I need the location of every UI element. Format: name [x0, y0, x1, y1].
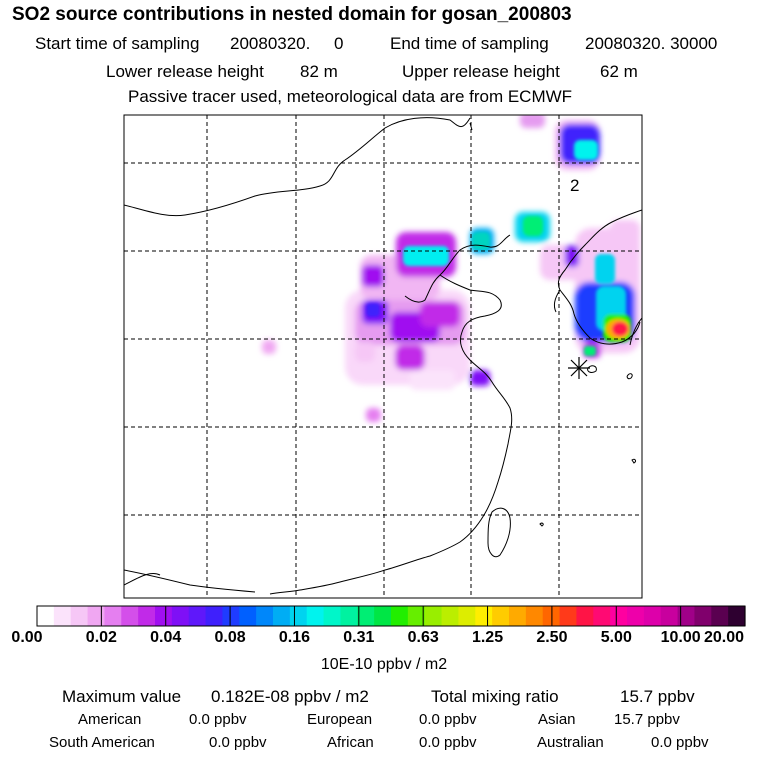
- region-value: 0.0 ppbv: [419, 734, 477, 751]
- color-scale-cell: [374, 606, 392, 626]
- region-name: South American: [49, 734, 155, 751]
- page-title: SO2 source contributions in nested domai…: [12, 4, 572, 25]
- upper-height-value: 62 m: [600, 62, 638, 81]
- color-scale-cell: [711, 606, 729, 626]
- region-name: European: [307, 711, 373, 728]
- color-scale-tick-label: 0.08: [214, 629, 246, 646]
- color-scale-cell: [205, 606, 224, 626]
- color-scale-cell: [289, 606, 308, 626]
- color-scale-cell: [138, 606, 156, 626]
- color-scale-cell: [492, 606, 510, 626]
- start-time-value: 20080320. 0: [230, 34, 344, 53]
- region-name: Australian: [537, 734, 604, 751]
- color-scale-cell: [424, 606, 443, 626]
- color-scale-cell: [53, 606, 72, 626]
- color-scale-cell: [171, 606, 190, 626]
- color-scale-tick-label: 0.04: [150, 629, 182, 646]
- color-scale-cell: [728, 606, 746, 626]
- color-scale-cell: [593, 606, 611, 626]
- map-frame: [123, 114, 643, 599]
- color-scale-cell: [340, 606, 358, 626]
- region-name: American: [78, 711, 142, 728]
- region-value: 15.7 ppbv: [614, 711, 680, 728]
- color-scale-cell: [525, 606, 544, 626]
- color-scale-cell: [441, 606, 460, 626]
- color-scale-cell: [104, 606, 122, 626]
- color-scale-tick-label: 0.63: [407, 629, 439, 646]
- color-scale-cell: [155, 606, 173, 626]
- color-scale-tick-label: 0.16: [278, 629, 311, 646]
- receptor-asterisk-icon: [568, 357, 590, 379]
- color-scale-cell: [559, 606, 578, 626]
- color-scale-tick-label: 1.25: [471, 629, 504, 646]
- region-name: African: [327, 734, 374, 751]
- color-scale-cell: [509, 606, 527, 626]
- color-scale-cell: [576, 606, 594, 626]
- color-scale-cell: [222, 606, 240, 626]
- color-scale-cell: [323, 606, 342, 626]
- color-scale-cell: [458, 606, 476, 626]
- region-value: 0.0 ppbv: [209, 734, 267, 751]
- color-scale-tick-label: 10.00: [660, 629, 701, 646]
- end-time-value: 20080320. 30000: [585, 34, 718, 53]
- region-label: 2: [570, 176, 579, 195]
- total-mixing-label: Total mixing ratio: [431, 687, 559, 706]
- region-value: 0.0 ppbv: [651, 734, 709, 751]
- color-scale-tick-label: 20.00: [703, 629, 745, 646]
- end-time-label: End time of sampling: [390, 34, 549, 53]
- color-scale-tick-label: 0.02: [85, 629, 117, 646]
- upper-height-label: Upper release height: [402, 62, 560, 81]
- color-scale-cell: [660, 606, 679, 626]
- region-value: 0.0 ppbv: [419, 711, 477, 728]
- color-scale-cell: [70, 606, 89, 626]
- lower-height-label: Lower release height: [106, 62, 264, 81]
- color-scale-cell: [391, 606, 409, 626]
- color-scale-tick-label: 0.31: [343, 629, 375, 646]
- graticule: [124, 115, 642, 598]
- color-scale-units: 10E-10 ppbv / m2: [320, 656, 448, 673]
- tracer-note: Passive tracer used, meteorological data…: [128, 87, 573, 106]
- color-scale-cell: [188, 606, 207, 626]
- color-scale-tick-label: 5.00: [600, 629, 632, 646]
- color-scale-cell: [627, 606, 645, 626]
- color-scale-cell: [87, 606, 106, 626]
- color-scale-cell: [643, 606, 662, 626]
- color-scale-cell: [677, 606, 696, 626]
- coastlines: [124, 117, 642, 595]
- color-scale-tick-label: 0.00: [11, 629, 43, 646]
- color-scale-cell: [694, 606, 712, 626]
- color-scale-cell: [357, 606, 375, 626]
- color-scale-tick-label: 2.50: [536, 629, 568, 646]
- max-value: 0.182E-08 ppbv / m2: [211, 687, 369, 706]
- lower-height-value: 82 m: [300, 62, 338, 81]
- color-scale-cell: [256, 606, 274, 626]
- region-value: 0.0 ppbv: [189, 711, 247, 728]
- color-scale-cell: [273, 606, 291, 626]
- region-name: Asian: [538, 711, 576, 728]
- start-time-label: Start time of sampling: [35, 34, 200, 53]
- total-mixing-value: 15.7 ppbv: [620, 687, 695, 706]
- color-scale-cell: [610, 606, 628, 626]
- color-scale-cell: [37, 606, 55, 626]
- color-scale-cell: [121, 606, 139, 626]
- color-scale-cell: [306, 606, 325, 626]
- max-value-label: Maximum value: [62, 687, 182, 706]
- color-scale-cell: [407, 606, 426, 626]
- color-scale-cell: [239, 606, 257, 626]
- color-scale-cell: [475, 606, 493, 626]
